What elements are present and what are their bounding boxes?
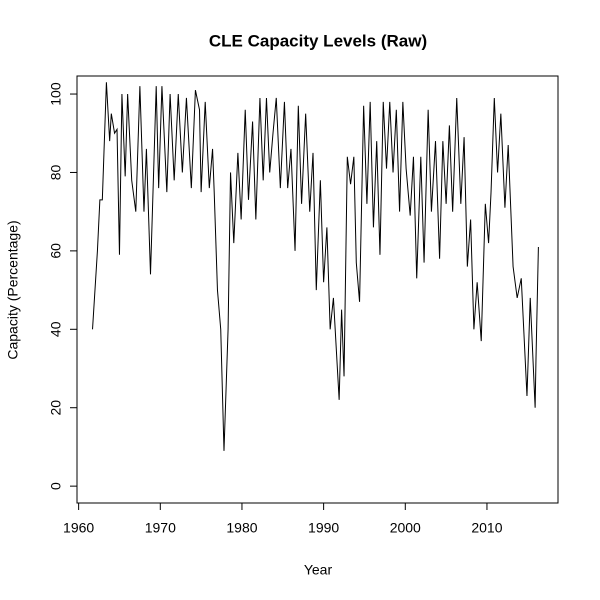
x-tick-label: 1980	[226, 520, 257, 536]
plot-box	[76, 75, 559, 504]
x-tick-label: 1960	[63, 520, 94, 536]
data-line	[92, 82, 539, 451]
x-tick-label: 1990	[308, 520, 339, 536]
y-tick-label: 20	[48, 400, 64, 416]
y-tick-label: 40	[48, 321, 64, 337]
y-axis-label: Capacity (Percentage)	[5, 220, 21, 359]
y-tick-label: 60	[48, 243, 64, 259]
x-tick-label: 1970	[145, 520, 176, 536]
y-tick-label: 80	[48, 164, 64, 180]
x-tick-label: 2000	[390, 520, 421, 536]
chart-title: CLE Capacity Levels (Raw)	[209, 31, 427, 50]
y-tick-label: 100	[48, 82, 64, 106]
y-tick-label: 0	[48, 482, 64, 490]
x-tick-label: 2010	[471, 520, 502, 536]
x-axis-label: Year	[304, 562, 333, 578]
